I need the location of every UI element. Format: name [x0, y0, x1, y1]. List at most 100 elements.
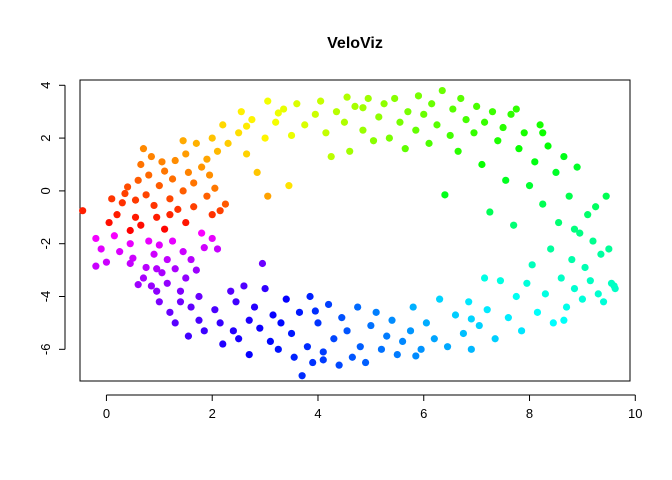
data-point: [412, 126, 420, 134]
data-point: [372, 308, 380, 316]
data-point: [264, 97, 272, 105]
data-point: [552, 168, 560, 177]
data-point: [272, 118, 280, 126]
y-tick-label: -2: [38, 238, 53, 250]
data-point: [465, 298, 473, 306]
data-point: [261, 284, 269, 293]
data-point: [153, 287, 161, 295]
data-point: [176, 287, 185, 295]
data-point: [258, 259, 267, 268]
data-point: [274, 109, 282, 117]
data-point: [605, 245, 613, 253]
y-tick-label: 2: [38, 134, 53, 141]
data-point: [560, 316, 568, 324]
data-point: [396, 118, 404, 126]
data-point: [332, 108, 341, 116]
data-point: [203, 192, 211, 200]
data-point: [586, 277, 594, 285]
data-point: [536, 121, 544, 129]
data-point: [261, 134, 269, 142]
data-point: [356, 343, 364, 351]
data-point: [369, 137, 378, 145]
data-point: [274, 345, 282, 353]
data-point: [573, 163, 581, 171]
data-point: [385, 134, 393, 142]
data-point: [176, 298, 185, 306]
data-point: [433, 121, 441, 129]
data-point: [242, 150, 251, 158]
data-point: [303, 343, 312, 351]
data-point: [153, 265, 161, 273]
data-point: [245, 350, 253, 359]
data-point: [158, 158, 166, 166]
data-point: [317, 97, 325, 105]
data-point: [570, 284, 579, 293]
data-point: [203, 155, 211, 163]
data-point: [502, 176, 510, 184]
data-point: [319, 356, 327, 364]
data-point: [578, 295, 587, 303]
data-point: [235, 129, 243, 137]
data-point: [343, 327, 351, 335]
data-point: [420, 110, 428, 118]
data-point: [118, 199, 126, 207]
data-point: [576, 229, 584, 237]
data-point: [425, 139, 433, 147]
data-point: [306, 292, 314, 301]
data-point: [589, 237, 597, 245]
data-point: [361, 358, 370, 367]
data-point: [166, 195, 174, 203]
data-point: [335, 361, 343, 369]
data-point: [287, 329, 296, 338]
data-point: [515, 145, 523, 153]
data-point: [560, 152, 568, 161]
data-point: [295, 308, 304, 316]
data-point: [298, 372, 306, 380]
data-point: [409, 303, 417, 311]
data-point: [459, 329, 468, 338]
data-point: [327, 152, 335, 161]
data-point: [547, 245, 555, 253]
data-point: [256, 324, 264, 332]
data-point: [245, 316, 253, 324]
data-point: [512, 292, 520, 301]
data-point: [322, 129, 330, 137]
data-point: [92, 262, 100, 270]
data-point: [139, 145, 148, 153]
y-axis: -6 -4 -2 0 2 4: [38, 82, 66, 355]
data-point: [166, 211, 174, 219]
data-point: [454, 147, 462, 155]
data-point: [158, 269, 166, 277]
data-point: [79, 207, 87, 215]
chart-title: VeloViz: [327, 35, 383, 52]
data-point: [441, 191, 449, 199]
data-point: [219, 121, 227, 129]
data-point: [134, 176, 142, 184]
data-point: [269, 311, 277, 319]
data-point: [126, 259, 134, 268]
data-point: [224, 139, 232, 147]
data-point: [602, 192, 610, 200]
data-point: [282, 295, 290, 303]
data-point: [457, 94, 465, 103]
data-point: [121, 189, 129, 198]
y-tick-label: 0: [38, 187, 53, 194]
data-point: [242, 122, 251, 130]
data-point: [227, 287, 235, 295]
data-point: [145, 171, 153, 179]
data-point: [211, 184, 219, 192]
data-point: [510, 221, 518, 229]
data-point: [570, 225, 579, 233]
data-point: [486, 208, 494, 216]
data-point: [293, 100, 301, 108]
data-point: [391, 94, 399, 103]
data-point: [314, 319, 322, 327]
data-point: [280, 105, 288, 113]
data-point: [428, 100, 436, 108]
data-point: [208, 234, 216, 243]
data-point: [309, 358, 317, 367]
data-point: [488, 108, 497, 116]
data-point: [475, 321, 483, 330]
data-point: [581, 263, 589, 272]
